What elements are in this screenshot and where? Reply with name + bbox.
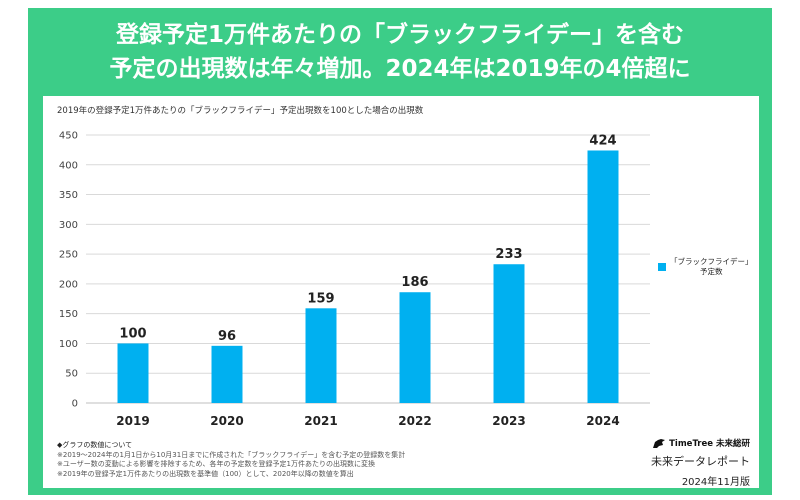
y-tick-label: 150: [59, 309, 78, 320]
x-tick-label: 2021: [304, 414, 337, 428]
bird-icon: [653, 438, 666, 448]
y-tick-label: 300: [59, 220, 78, 231]
headline-line-1: 登録予定1万件あたりの「ブラックフライデー」を含む: [115, 22, 684, 48]
y-tick-label: 100: [59, 339, 78, 350]
y-tick-label: 250: [59, 250, 78, 261]
y-tick-label: 350: [59, 190, 78, 201]
x-tick-label: 2023: [492, 414, 525, 428]
notes: ◆グラフの数値について ※2019～2024年の1月1日から10月31日までに作…: [57, 441, 517, 479]
note-item: ※2019～2024年の1月1日から10月31日までに作成された「ブラックフライ…: [57, 450, 406, 459]
bar: [587, 150, 619, 403]
data-label: 100: [119, 326, 146, 341]
brand-logo-text: TimeTree 未来総研: [669, 439, 750, 449]
brand-report-name: 未来データレポート: [651, 455, 750, 468]
brand-report-date: 2024年11月版: [681, 477, 750, 488]
data-label: 159: [307, 291, 334, 306]
notes-heading: ◆グラフの数値について: [57, 441, 133, 449]
headline-line-2: 予定の出現数は年々増加。2024年は2019年の4倍超に: [109, 56, 691, 82]
brand-block: TimeTree 未来総研 未来データレポート 2024年11月版: [640, 437, 750, 488]
bar: [399, 292, 431, 403]
bar: [305, 308, 337, 403]
headline: 登録予定1万件あたりの「ブラックフライデー」を含む 予定の出現数は年々増加。20…: [28, 18, 772, 86]
legend-swatch: [658, 263, 666, 271]
legend-label-line-2: 予定数: [700, 267, 723, 276]
legend: 「ブラックフライデー」 予定数: [658, 257, 768, 277]
chart-panel: [43, 96, 759, 488]
data-label: 424: [589, 133, 616, 148]
x-tick-label: 2022: [398, 414, 431, 428]
note-item: ※ユーザー数の変動による影響を排除するため、各年の予定数を登録予定1万件あたりの…: [57, 460, 375, 468]
y-tick-label: 400: [59, 160, 78, 171]
note-item: ※2019年の登録予定1万件あたりの出現数を基準値（100）として、2020年以…: [57, 469, 354, 478]
y-tick-label: 200: [59, 279, 78, 290]
bar: [211, 345, 243, 403]
legend-label-line-1: 「ブラックフライデー」: [670, 257, 753, 266]
chart-title: 2019年の登録予定1万件あたりの「ブラックフライデー」予定出現数を100とした…: [57, 106, 424, 116]
data-label: 233: [495, 247, 522, 262]
y-tick-label: 450: [59, 131, 78, 142]
data-label: 186: [401, 275, 428, 290]
bar: [117, 343, 149, 403]
data-label: 96: [218, 329, 236, 344]
brand-logo: TimeTree 未来総研: [640, 437, 750, 449]
x-tick-label: 2024: [586, 414, 619, 428]
y-tick-label: 50: [65, 369, 78, 380]
x-tick-label: 2020: [210, 414, 243, 428]
y-tick-label: 0: [72, 399, 78, 410]
legend-label: 「ブラックフライデー」 予定数: [670, 257, 753, 277]
x-tick-label: 2019: [116, 414, 149, 428]
bar: [493, 264, 525, 403]
